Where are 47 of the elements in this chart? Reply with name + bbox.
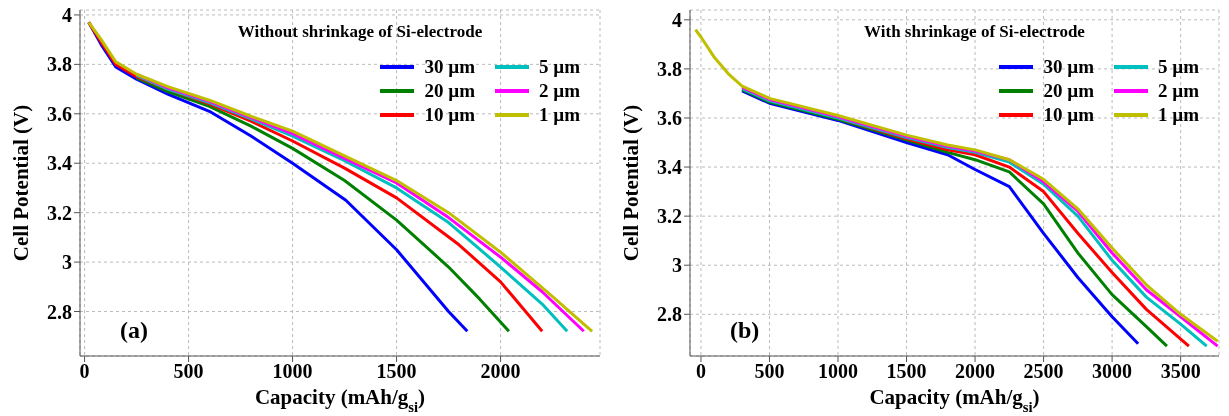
y-axis-title: Cell Potential (V)	[619, 104, 643, 262]
x-tick-label: 2500	[1023, 360, 1064, 383]
x-tick-label: 1500	[886, 360, 927, 383]
y-tick-label: 4	[672, 8, 682, 31]
y-tick-label: 3.8	[657, 57, 682, 80]
legend-label: 30 µm	[424, 56, 475, 78]
legend-label: 1 µm	[1157, 104, 1199, 126]
y-tick-label: 2.8	[657, 303, 682, 326]
legend-label: 2 µm	[1157, 80, 1199, 102]
x-tick-label: 1000	[818, 360, 859, 383]
legend-label: 20 µm	[1043, 80, 1094, 102]
legend-label: 10 µm	[1043, 104, 1094, 126]
text: With shrinkage of Si-electrode	[863, 22, 1086, 42]
x-tick-label: 2000	[480, 360, 521, 383]
x-tick-label: 500	[754, 360, 785, 383]
y-tick-label: 3.6	[47, 102, 72, 125]
y-tick-label: 3	[62, 251, 72, 274]
x-axis-title: Capacity (mAh/g$_{si}$)	[254, 385, 426, 415]
legend-label: 10 µm	[424, 104, 475, 126]
legend-label: 5 µm	[538, 56, 580, 78]
y-tick-label: 3.2	[47, 201, 72, 224]
y-tick-label: 3.4	[657, 156, 682, 179]
annotation: (a)	[120, 317, 148, 344]
x-tick-label: 500	[173, 360, 204, 383]
x-tick-label: 1000	[272, 360, 313, 383]
y-tick-label: 3.8	[47, 53, 72, 76]
x-tick-label: 2000	[955, 360, 996, 383]
x-tick-label: 3000	[1092, 360, 1133, 383]
y-tick-label: 2.8	[47, 300, 72, 323]
y-tick-label: 4	[62, 4, 72, 27]
legend-label: 1 µm	[538, 104, 580, 126]
y-tick-label: 3.6	[657, 107, 682, 130]
y-tick-label: 3	[672, 254, 682, 277]
legend-label: 2 µm	[538, 80, 580, 102]
annotation: (b)	[730, 317, 760, 344]
x-tick-label: 0	[79, 360, 90, 383]
x-tick-label: 0	[695, 360, 706, 383]
text: Without shrinkage of Si-electrode	[236, 22, 484, 42]
y-tick-label: 3.2	[657, 205, 682, 228]
legend-label: 30 µm	[1043, 56, 1094, 78]
y-axis-title: Cell Potential (V)	[9, 104, 33, 262]
x-tick-label: 1500	[376, 360, 417, 383]
x-axis-title: Capacity (mAh/g$_{si}$)	[869, 385, 1040, 415]
legend-label: 20 µm	[424, 80, 475, 102]
legend-label: 5 µm	[1157, 56, 1199, 78]
y-tick-label: 3.4	[47, 152, 72, 175]
x-tick-label: 3500	[1160, 360, 1201, 383]
